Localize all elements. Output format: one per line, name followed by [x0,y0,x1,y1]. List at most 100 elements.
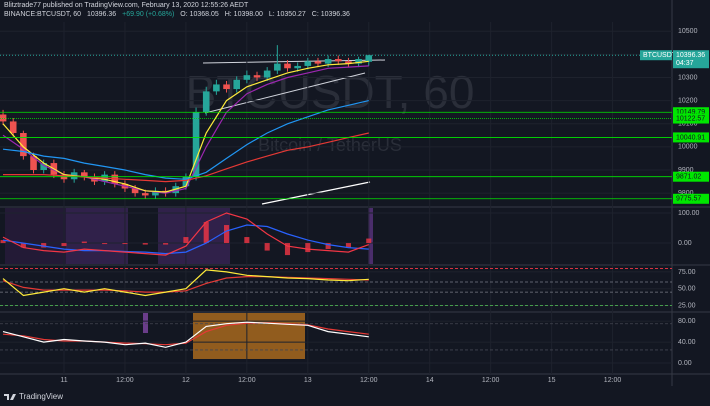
histogram-bar [244,237,250,244]
candle-body [355,59,362,64]
histogram-bar [142,243,148,245]
y-tick-label: 80.00 [678,318,696,325]
candle-body [192,112,200,177]
price-label-box [673,132,709,143]
stoch-zone [143,313,148,333]
x-tick-label: 14 [426,377,434,384]
last-price: 10396.36 [676,52,705,59]
macd-zone [368,208,373,264]
candle-body [334,59,342,62]
y-tick-label: 25.00 [678,302,696,309]
x-tick-label: 12:00 [238,377,256,384]
price-label: 10122.57 [676,115,705,122]
y-tick-label: 10500 [678,28,698,35]
indicator-line [3,132,369,183]
price: 10396.36 [86,11,117,18]
macd-zone [66,208,128,264]
candle-body [141,193,149,196]
candle-body [263,70,271,78]
backgrounds [5,208,373,359]
candle-body [152,190,159,196]
x-tick-label: 15 [548,377,556,384]
y-tick-label: 100.00 [678,210,700,217]
histogram-bar [102,243,108,245]
indicator-line [2,60,369,193]
y-tick-label: 10000 [678,144,698,151]
candle-body [304,61,312,66]
y-tick-label: 10200 [678,97,698,104]
histogram-bar [122,243,128,245]
candle-body [0,114,7,122]
candle-body [213,84,220,92]
candle-body [9,121,17,133]
candle-body [253,75,261,78]
y-tick-label: 0.00 [678,240,692,247]
x-tick-label: 12:00 [116,377,134,384]
candle-body [182,176,190,187]
y-tick-label: 9900 [678,167,694,174]
candle-body [243,75,251,80]
candle-body [345,61,352,64]
price-label: 9871.02 [676,174,701,181]
indicator-line [2,269,369,297]
candle-body [81,172,88,177]
y-tick-label: 9800 [678,190,694,197]
price-label: 10149.79 [676,109,705,116]
histogram-bar [183,237,189,244]
price-label-box [673,113,709,124]
last-symbol-box [640,50,672,61]
last-price-box [673,50,709,69]
histogram-bar [224,225,230,244]
stoch-zone [193,313,305,359]
symbol-line: BINANCE:BTCUSDT, 60 10396.36 +69.90 (+0.… [4,10,354,19]
x-tick-label: 12 [182,377,190,384]
candle-body [30,156,37,170]
histogram-bar [0,240,6,244]
candle-body [284,63,291,69]
candle-body [223,84,230,90]
price-label: 10040.91 [676,134,705,141]
y-tick-label: 10100 [678,121,698,128]
histogram-bar [81,241,87,244]
candle-body [314,61,322,64]
x-tick-label: 13 [304,377,312,384]
ohlc-open: O: 10368.05 [180,11,219,18]
candle-body [202,91,210,113]
header: Blitztrade77 published on TradingView.co… [4,1,354,19]
candle-body [20,133,27,157]
histogram-bar [345,243,351,248]
y-tick-label: 50.00 [678,286,696,293]
price-label-box [673,107,709,118]
y-tick-label: 0.00 [678,360,692,367]
indicator-line [2,100,369,180]
ohlc-close: C: 10396.36 [311,11,350,18]
candle-body [365,55,373,62]
indicator-line [2,212,370,256]
change: +69.90 (+0.68%) [122,11,175,18]
last-symbol: BTCUSDT [643,52,677,59]
ohlc-high: H: 10398.00 [224,11,263,18]
candle-body [233,79,240,90]
ohlc-low: L: 10350.27 [268,11,306,18]
trendline [204,72,366,114]
x-tick-label: 12:00 [482,377,500,384]
price-label-box [673,171,709,182]
published-line: Blitztrade77 published on TradingView.co… [4,2,249,9]
logo [4,393,16,400]
footer: TradingView [4,392,63,401]
y-tick-label: 40.00 [678,339,696,346]
indicator-line [2,321,369,348]
candle-body [40,163,47,170]
histogram-bar [41,243,47,248]
indicator-line [2,224,369,255]
symbol: BINANCE:BTCUSDT, 60 [4,11,82,18]
histogram-bar [284,243,291,256]
candle-body [294,65,301,69]
histogram-bar [325,243,331,250]
candle-body [324,59,332,64]
histogram-bar [163,243,169,245]
y-tick-label: 10300 [678,74,698,81]
histogram-bar [366,238,372,244]
